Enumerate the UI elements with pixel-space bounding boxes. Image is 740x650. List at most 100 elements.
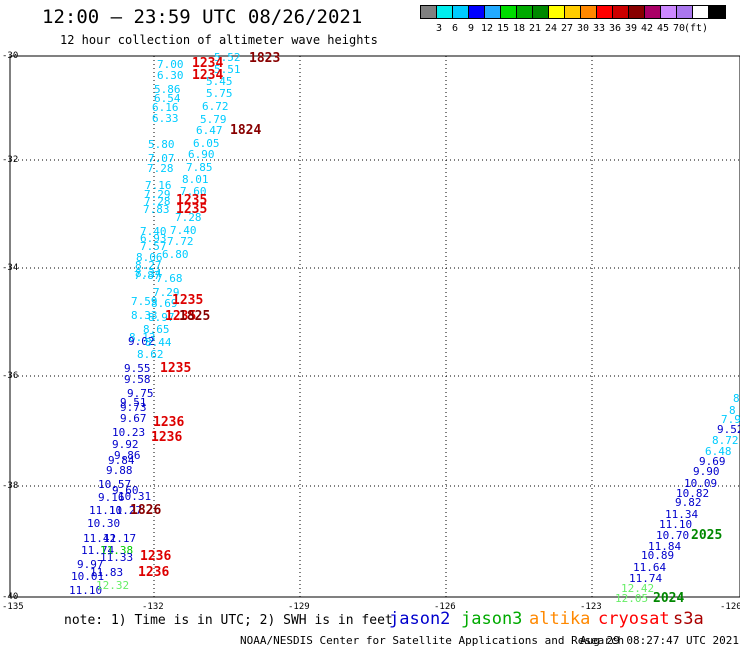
wave-height-value: 6.90 — [188, 148, 215, 161]
pass-time: 1236 — [140, 549, 172, 564]
wave-height-value: 7.29 — [153, 286, 180, 299]
wave-height-value: 10.01 — [71, 570, 105, 583]
wave-height-value: 9.97 — [77, 558, 104, 571]
wave-height-value: 10.57 — [98, 478, 132, 491]
wave-height-value: 8.97 — [148, 311, 175, 324]
wave-height-value: 11.10 — [69, 584, 103, 597]
wave-height-value: 12.05 — [615, 592, 649, 605]
wave-height-value: 9.88 — [106, 464, 133, 477]
footnote: note: 1) Time is in UTC; 2) SWH is in fe… — [64, 613, 393, 628]
wave-height-value: 8.72 — [712, 434, 739, 447]
map-frame — [9, 55, 740, 598]
latitude-label: -30 — [2, 51, 19, 61]
pass-time: 1823 — [249, 51, 281, 66]
legend-label: 12 — [480, 23, 494, 34]
wave-height-value: 7.40 — [140, 225, 167, 238]
wave-height-value: 11.64 — [633, 561, 667, 574]
wave-height-value: 11.10 — [89, 504, 123, 517]
wave-height-value: 5.52 — [214, 51, 241, 64]
wave-height-value: 9.90 — [693, 465, 720, 478]
wave-height-value: 10.30 — [87, 517, 121, 530]
wave-height-value: 6.30 — [157, 69, 184, 82]
pass-time: 2024 — [653, 591, 685, 606]
map-subtitle: 12 hour collection of altimeter wave hei… — [60, 33, 378, 47]
pass-time: 1236 — [153, 415, 185, 430]
longitude-label: -132 — [142, 602, 164, 612]
legend-label: 9 — [467, 23, 475, 34]
legend-label: 18 — [512, 23, 526, 34]
wave-height-value: 9.16 — [98, 491, 125, 504]
wave-height-value: 9.55 — [124, 362, 151, 375]
wave-height-value: 6.47 — [196, 124, 223, 137]
wave-height-value: 5.51 — [214, 63, 241, 76]
wave-height-value: 10.89 — [641, 549, 675, 562]
wave-height-value: 9.51 — [120, 396, 147, 409]
wave-height-value: 9.02 — [128, 335, 155, 348]
longitude-label: -129 — [288, 602, 310, 612]
wave-height-value: 11.17 — [103, 532, 137, 545]
wave-height-value: 11.38 — [100, 544, 134, 557]
pass-time: 1826 — [130, 503, 162, 518]
map-title: 12:00 — 23:59 UTC 08/26/2021 — [42, 6, 363, 28]
legend-swatch — [708, 5, 726, 19]
wave-height-value: 10.31 — [118, 490, 152, 503]
wave-height-value: 7.83 — [143, 203, 170, 216]
legend-label: 6 — [451, 23, 459, 34]
latitude-label: -38 — [2, 481, 19, 491]
wave-height-value: 9.82 — [675, 496, 702, 509]
satellite-jason2: jason2 — [389, 609, 451, 629]
wave-height-value: 9.75 — [127, 387, 154, 400]
latitude-label: -32 — [2, 155, 19, 165]
pass-time: 1825 — [179, 309, 211, 324]
wave-height-value: 7.87 — [134, 269, 161, 282]
legend-unit: (ft) — [684, 23, 709, 34]
wave-height-value: 6.48 — [705, 445, 732, 458]
wave-height-value: 7.28 — [147, 162, 174, 175]
satellite-altika: altika — [529, 609, 591, 629]
wave-height-value: 8 — [733, 392, 740, 405]
wave-height-value: 8.69 — [151, 297, 178, 310]
legend-label: 70 — [672, 23, 686, 34]
wave-height-value: 7.28 — [175, 211, 202, 224]
pass-time: 2025 — [691, 528, 723, 543]
legend-label: 24 — [544, 23, 558, 34]
wave-height-value: 7.16 — [145, 179, 172, 192]
pass-time: 1824 — [230, 123, 262, 138]
wave-height-value: 12.32 — [96, 579, 130, 592]
wave-height-value: 7.29 — [144, 188, 171, 201]
wave-height-value: 8.01 — [182, 173, 209, 186]
pass-time: 1235 — [176, 193, 208, 208]
wave-height-value: 8.62 — [137, 348, 164, 361]
wave-height-value: 5.80 — [148, 138, 175, 151]
wave-height-value: 6.33 — [152, 112, 179, 125]
wave-height-value: 6.80 — [162, 248, 189, 261]
pass-time: 1234 — [192, 56, 224, 71]
wave-height-value: 8.27 — [135, 259, 162, 272]
pass-time: 1235 — [165, 309, 197, 324]
pass-time: 1235 — [172, 293, 204, 308]
satellite-cryosat: cryosat — [598, 609, 670, 629]
wave-height-value: 6.54 — [154, 92, 181, 105]
wave-height-value: 9.52 — [717, 423, 740, 436]
pass-time: 1235 — [176, 202, 208, 217]
legend-label: 33 — [592, 23, 606, 34]
satellite-s3a: s3a — [673, 609, 704, 629]
legend-label: 39 — [624, 23, 638, 34]
legend-label: 15 — [496, 23, 510, 34]
legend-label: 27 — [560, 23, 574, 34]
legend-label: 36 — [608, 23, 622, 34]
legend-label: 45 — [656, 23, 670, 34]
wave-height-value: 11.74 — [629, 572, 663, 585]
wave-height-value: 6.05 — [193, 137, 220, 150]
wave-height-value: 7.40 — [170, 224, 197, 237]
wave-height-value: 7.85 — [186, 161, 213, 174]
latitude-label: -40 — [2, 592, 19, 602]
wave-height-value: 7.57 — [140, 240, 167, 253]
wave-height-value: 11.10 — [659, 518, 693, 531]
longitude-label: -126 — [434, 602, 456, 612]
wave-height-value: 7.68 — [156, 272, 183, 285]
pass-time: 1235 — [160, 361, 192, 376]
wave-height-value: 7.9 — [721, 413, 740, 426]
wave-height-value: 11.84 — [648, 540, 682, 553]
wave-height-value: 9.86 — [114, 449, 141, 462]
